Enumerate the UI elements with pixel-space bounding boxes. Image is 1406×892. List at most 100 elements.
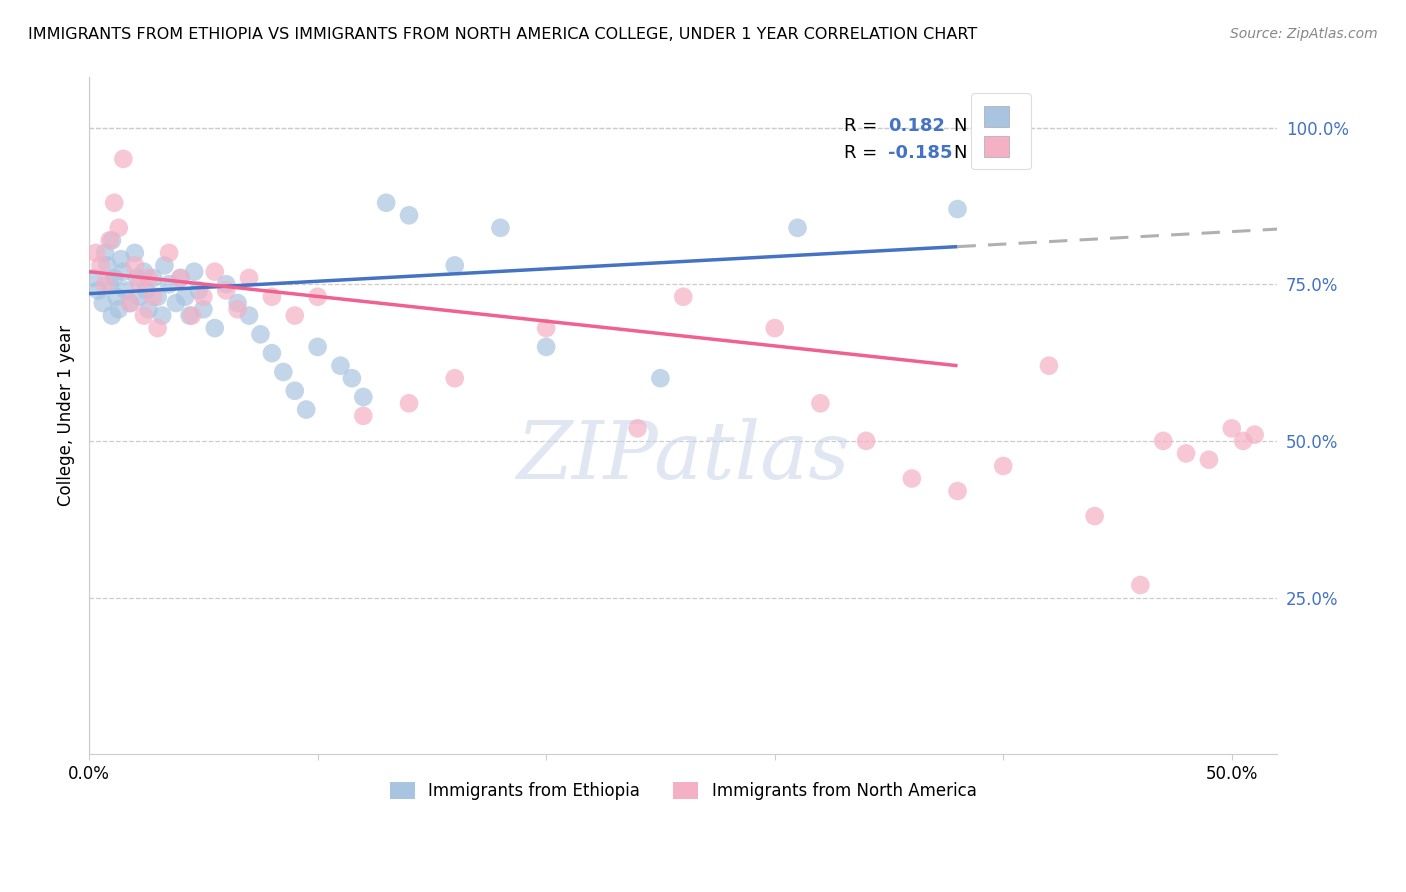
Point — [101, 309, 124, 323]
Point — [101, 233, 124, 247]
Point — [132, 309, 155, 323]
Point — [114, 284, 136, 298]
Point — [174, 290, 197, 304]
Point — [352, 409, 374, 423]
Point — [142, 271, 165, 285]
Text: N =: N = — [955, 145, 994, 162]
Point — [260, 346, 283, 360]
Point — [443, 371, 465, 385]
Point — [1220, 421, 1243, 435]
Point — [238, 309, 260, 323]
Point — [226, 296, 249, 310]
Point — [534, 321, 557, 335]
Point — [215, 277, 238, 292]
Point — [107, 302, 129, 317]
Point — [901, 471, 924, 485]
Text: Source: ZipAtlas.com: Source: ZipAtlas.com — [1230, 27, 1378, 41]
Point — [284, 384, 307, 398]
Point — [650, 371, 672, 385]
Point — [110, 252, 132, 267]
Text: ZIPatlas: ZIPatlas — [516, 417, 851, 495]
Point — [443, 259, 465, 273]
Point — [135, 284, 157, 298]
Point — [105, 290, 128, 304]
Point — [120, 296, 142, 310]
Point — [132, 265, 155, 279]
Point — [273, 365, 295, 379]
Point — [763, 321, 786, 335]
Point — [103, 271, 125, 285]
Point — [1129, 578, 1152, 592]
Point — [125, 271, 148, 285]
Point — [1232, 434, 1254, 448]
Y-axis label: College, Under 1 year: College, Under 1 year — [58, 326, 75, 507]
Text: -0.185: -0.185 — [887, 145, 952, 162]
Point — [946, 202, 969, 216]
Point — [128, 290, 150, 304]
Legend: Immigrants from Ethiopia, Immigrants from North America: Immigrants from Ethiopia, Immigrants fro… — [377, 769, 990, 814]
Point — [157, 246, 180, 260]
Point — [91, 296, 114, 310]
Point — [98, 277, 121, 292]
Point — [87, 284, 110, 298]
Point — [204, 321, 226, 335]
Point — [626, 421, 648, 435]
Point — [138, 302, 160, 317]
Point — [180, 309, 202, 323]
Point — [146, 290, 169, 304]
Text: N =: N = — [955, 117, 994, 136]
Point — [187, 284, 209, 298]
Point — [169, 271, 191, 285]
Point — [672, 290, 695, 304]
Point — [534, 340, 557, 354]
Point — [352, 390, 374, 404]
Point — [329, 359, 352, 373]
Point — [249, 327, 271, 342]
Point — [183, 265, 205, 279]
Point — [1243, 427, 1265, 442]
Point — [1038, 359, 1060, 373]
Point — [786, 220, 808, 235]
Point — [215, 284, 238, 298]
Point — [120, 296, 142, 310]
Point — [103, 195, 125, 210]
Point — [128, 277, 150, 292]
Point — [193, 290, 215, 304]
Point — [84, 246, 107, 260]
Point — [142, 290, 165, 304]
Text: 54: 54 — [987, 117, 1011, 136]
Point — [138, 271, 160, 285]
Point — [238, 271, 260, 285]
Point — [169, 271, 191, 285]
Point — [157, 277, 180, 292]
Text: 46: 46 — [987, 145, 1011, 162]
Point — [307, 340, 329, 354]
Point — [146, 321, 169, 335]
Point — [1084, 509, 1107, 524]
Point — [284, 309, 307, 323]
Point — [340, 371, 363, 385]
Point — [398, 208, 420, 222]
Point — [810, 396, 832, 410]
Point — [295, 402, 318, 417]
Point — [226, 302, 249, 317]
Point — [124, 259, 146, 273]
Point — [96, 259, 118, 273]
Point — [83, 271, 105, 285]
Point — [946, 483, 969, 498]
Point — [112, 152, 135, 166]
Point — [112, 265, 135, 279]
Point — [307, 290, 329, 304]
Point — [89, 259, 111, 273]
Point — [94, 277, 117, 292]
Point — [1175, 446, 1198, 460]
Point — [150, 309, 173, 323]
Text: 0.182: 0.182 — [887, 117, 945, 136]
Point — [260, 290, 283, 304]
Point — [1152, 434, 1174, 448]
Text: IMMIGRANTS FROM ETHIOPIA VS IMMIGRANTS FROM NORTH AMERICA COLLEGE, UNDER 1 YEAR : IMMIGRANTS FROM ETHIOPIA VS IMMIGRANTS F… — [28, 27, 977, 42]
Point — [94, 246, 117, 260]
Point — [193, 302, 215, 317]
Point — [855, 434, 877, 448]
Point — [165, 296, 187, 310]
